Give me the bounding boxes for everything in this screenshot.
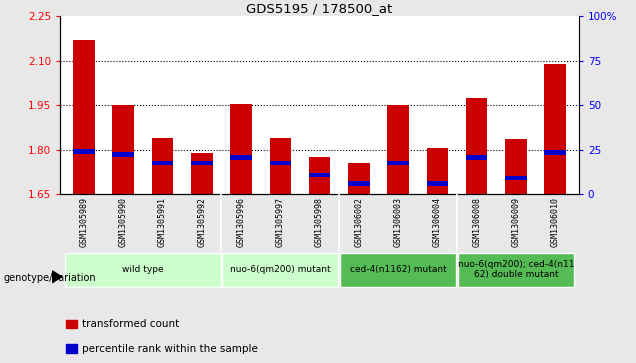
Text: GSM1305996: GSM1305996	[237, 196, 245, 246]
Bar	[427, 148, 448, 194]
Bar	[152, 138, 174, 194]
Bar	[191, 161, 212, 166]
Text: GSM1306008: GSM1306008	[472, 196, 481, 246]
Bar	[230, 155, 252, 159]
Text: percentile rank within the sample: percentile rank within the sample	[82, 343, 258, 354]
Bar	[66, 344, 77, 353]
Text: GSM1305998: GSM1305998	[315, 196, 324, 246]
Bar	[309, 172, 330, 177]
Bar	[427, 182, 448, 186]
Bar	[73, 40, 95, 194]
Text: GSM1306010: GSM1306010	[551, 196, 560, 246]
Text: nuo-6(qm200) mutant: nuo-6(qm200) mutant	[230, 265, 331, 274]
Text: wild type: wild type	[122, 265, 163, 274]
Text: transformed count: transformed count	[82, 319, 179, 329]
Text: GSM1305992: GSM1305992	[197, 196, 206, 246]
Bar	[505, 176, 527, 180]
Bar	[387, 105, 409, 194]
Bar	[466, 98, 487, 194]
Bar	[505, 139, 527, 194]
Text: genotype/variation: genotype/variation	[3, 273, 96, 283]
Bar	[113, 152, 134, 156]
Text: GSM1306003: GSM1306003	[394, 196, 403, 246]
Bar	[466, 155, 487, 159]
Text: GSM1305989: GSM1305989	[80, 196, 88, 246]
Text: ced-4(n1162) mutant: ced-4(n1162) mutant	[350, 265, 446, 274]
Text: GSM1306004: GSM1306004	[433, 196, 442, 246]
Bar	[152, 161, 174, 166]
Text: nuo-6(qm200); ced-4(n11
62) double mutant: nuo-6(qm200); ced-4(n11 62) double mutan…	[458, 260, 574, 280]
Bar	[458, 253, 574, 287]
Bar	[191, 153, 212, 194]
Bar	[387, 161, 409, 166]
Bar	[113, 105, 134, 194]
Bar	[73, 149, 95, 154]
Polygon shape	[52, 271, 62, 283]
Bar	[544, 150, 566, 155]
Bar	[222, 253, 338, 287]
Bar	[309, 157, 330, 194]
Bar	[270, 161, 291, 166]
Bar	[544, 64, 566, 194]
Bar	[230, 104, 252, 194]
Text: GSM1305991: GSM1305991	[158, 196, 167, 246]
Text: GSM1305990: GSM1305990	[119, 196, 128, 246]
Bar	[66, 320, 77, 328]
Text: GSM1306002: GSM1306002	[354, 196, 363, 246]
Bar	[348, 182, 370, 186]
Bar	[270, 138, 291, 194]
Title: GDS5195 / 178500_at: GDS5195 / 178500_at	[247, 2, 392, 15]
Text: GSM1305997: GSM1305997	[276, 196, 285, 246]
Bar	[340, 253, 456, 287]
Bar	[348, 163, 370, 194]
Text: GSM1306009: GSM1306009	[511, 196, 520, 246]
Bar	[65, 253, 221, 287]
